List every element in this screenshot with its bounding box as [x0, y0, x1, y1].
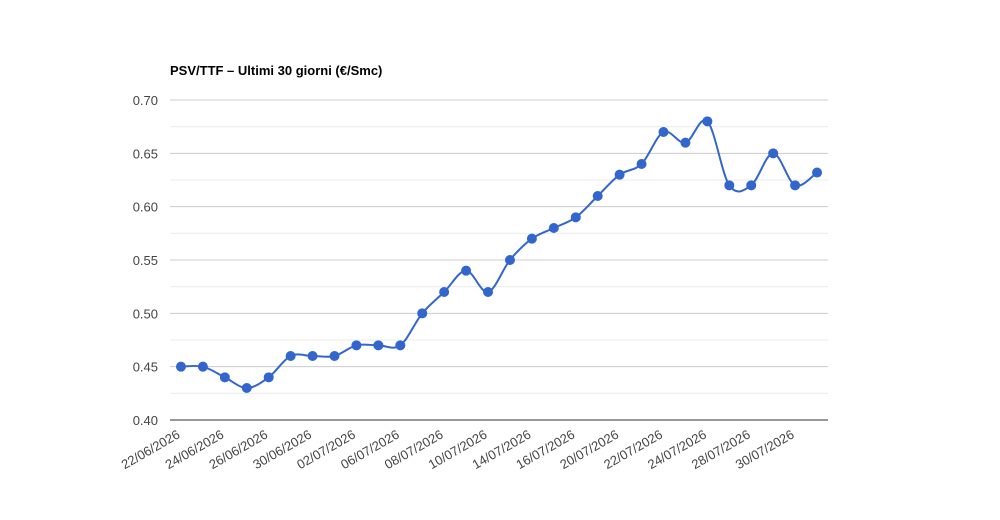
point: [307, 351, 318, 361]
y-tick-label: 0.50: [133, 306, 158, 321]
point: [219, 372, 230, 383]
chart-title: PSV/TTF – Ultimi 30 giorni (€/Smc): [170, 63, 382, 78]
y-tick-label: 0.60: [133, 200, 158, 215]
point: [175, 361, 186, 372]
point: [724, 180, 735, 191]
point: [680, 137, 691, 148]
point: [812, 167, 823, 178]
line: [180, 119, 818, 390]
point: [263, 372, 274, 383]
point: [417, 308, 428, 319]
point: [351, 340, 362, 351]
point: [439, 287, 450, 297]
point: [461, 265, 472, 276]
point: [526, 233, 537, 244]
point: [702, 116, 713, 127]
point: [483, 287, 494, 297]
point: [746, 180, 757, 191]
point: [768, 148, 779, 159]
point: [395, 340, 406, 351]
point: [636, 159, 647, 169]
point: [241, 383, 252, 393]
point: [592, 191, 603, 201]
y-tick-label: 0.70: [133, 93, 158, 108]
point: [197, 361, 208, 372]
point: [570, 212, 581, 223]
y-tick-label: 0.40: [133, 413, 158, 428]
y-tick-label: 0.45: [133, 360, 158, 375]
y-tick-label: 0.65: [133, 146, 158, 161]
point: [790, 180, 801, 191]
point: [504, 255, 515, 265]
point: [658, 127, 669, 137]
point: [373, 340, 384, 351]
point: [614, 169, 625, 180]
point: [548, 223, 559, 233]
y-tick-label: 0.55: [133, 253, 158, 268]
point: [285, 351, 296, 361]
point: [329, 351, 340, 361]
